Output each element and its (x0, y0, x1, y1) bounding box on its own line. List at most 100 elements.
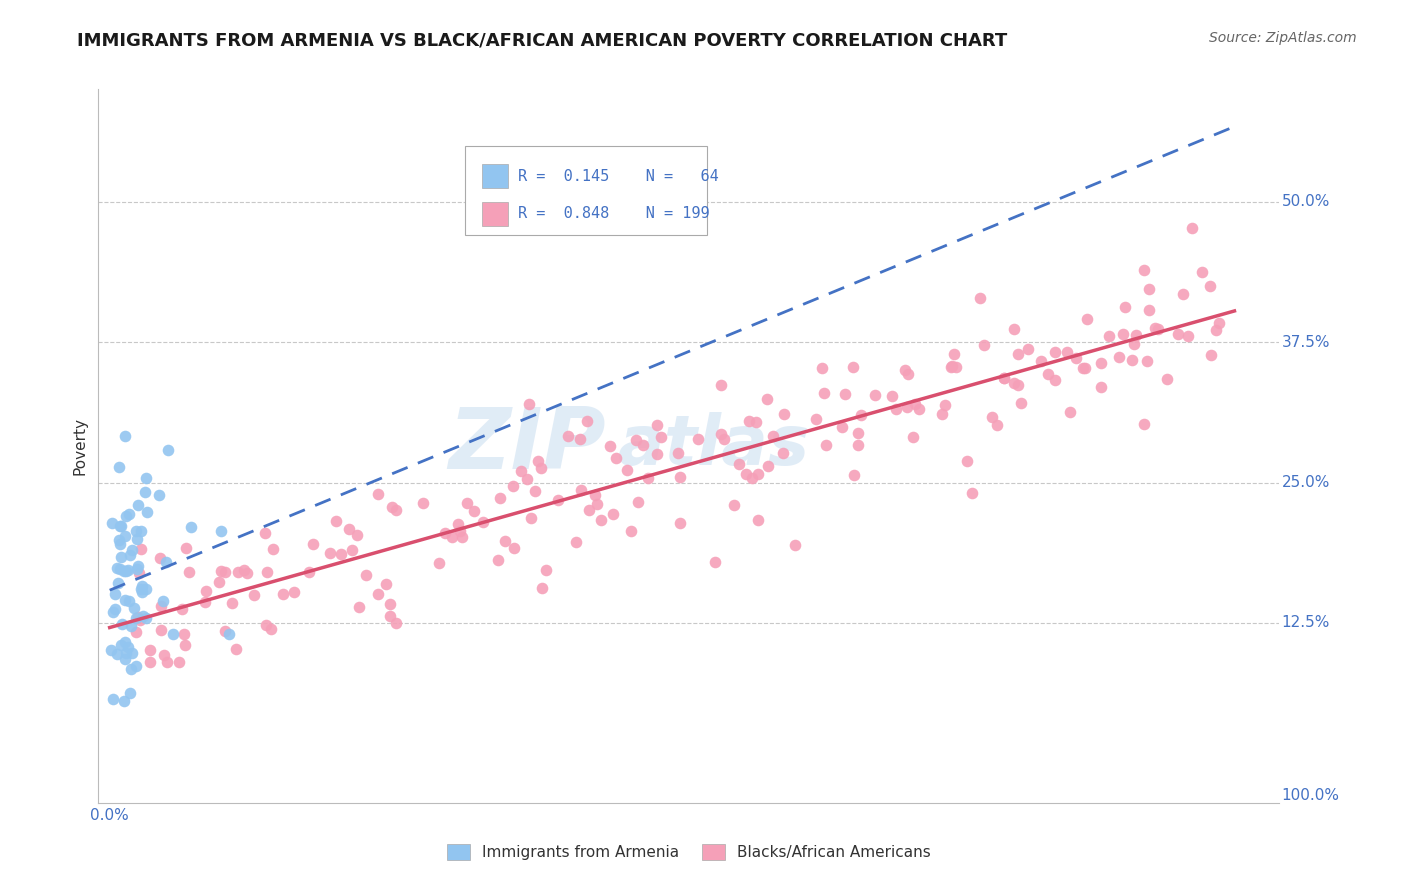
Point (602, 507, 624, 521)
Point (1010, 396, 1032, 410)
Point (842, 467, 865, 482)
Point (583, 487, 606, 501)
Point (1002, 321, 1025, 335)
Legend: Immigrants from Armenia, Blacks/African Americans: Immigrants from Armenia, Blacks/African … (441, 838, 936, 866)
Point (194, 583, 217, 598)
Point (117, 563, 139, 577)
Point (1029, 354, 1052, 368)
Point (155, 555, 177, 569)
Point (132, 609, 155, 624)
Point (105, 561, 128, 575)
Point (756, 459, 779, 474)
Point (1205, 324, 1227, 338)
Point (105, 647, 128, 661)
Point (941, 359, 963, 374)
Point (120, 618, 142, 632)
Point (1121, 352, 1143, 367)
Point (207, 575, 229, 590)
Point (174, 638, 197, 652)
Text: R =  0.848    N = 199: R = 0.848 N = 199 (517, 206, 709, 221)
Point (669, 516, 692, 531)
Text: ZIP: ZIP (449, 404, 606, 488)
Point (374, 577, 396, 591)
Point (110, 550, 132, 565)
Point (367, 587, 389, 601)
Text: atlas: atlas (619, 412, 810, 480)
Point (745, 415, 768, 429)
Point (233, 562, 256, 576)
Point (177, 565, 200, 579)
Point (931, 408, 953, 422)
Point (762, 428, 785, 442)
Point (1146, 322, 1168, 336)
Point (1199, 278, 1222, 293)
Point (747, 467, 769, 481)
Point (378, 608, 401, 623)
Point (121, 543, 143, 558)
Point (194, 595, 217, 609)
Point (124, 610, 146, 624)
Point (1137, 302, 1160, 317)
Point (135, 582, 157, 596)
Point (1112, 327, 1135, 342)
Point (127, 562, 149, 576)
Point (120, 548, 142, 562)
Point (214, 566, 236, 580)
Point (209, 564, 232, 578)
Point (101, 516, 124, 531)
Point (108, 533, 131, 547)
Point (502, 479, 524, 493)
Point (128, 566, 150, 581)
Point (576, 414, 599, 428)
Point (1108, 351, 1130, 365)
Point (117, 640, 139, 655)
Point (591, 513, 613, 527)
Point (139, 655, 162, 669)
Point (433, 525, 456, 540)
Point (1181, 220, 1204, 235)
Point (214, 624, 236, 638)
Point (114, 651, 136, 665)
Point (880, 389, 903, 403)
Point (298, 566, 321, 580)
Point (1177, 328, 1199, 343)
Point (108, 561, 131, 575)
Point (945, 360, 967, 375)
Point (172, 602, 194, 616)
Point (127, 498, 149, 512)
Point (225, 641, 247, 656)
Point (956, 454, 979, 468)
Point (741, 471, 763, 485)
Point (1133, 263, 1156, 277)
Point (449, 524, 471, 538)
Point (381, 500, 404, 514)
Point (110, 537, 132, 551)
Point (1002, 376, 1025, 390)
Point (108, 460, 131, 475)
Point (605, 450, 627, 465)
Point (1208, 316, 1230, 330)
Point (520, 511, 543, 525)
Point (734, 467, 756, 482)
Y-axis label: Poverty: Poverty (72, 417, 87, 475)
Point (118, 686, 141, 700)
Point (136, 505, 159, 519)
Point (114, 593, 136, 607)
Point (446, 516, 468, 531)
Point (156, 655, 179, 669)
Point (120, 662, 142, 676)
Point (114, 635, 136, 649)
Point (897, 367, 920, 381)
Point (101, 691, 124, 706)
Point (125, 524, 148, 538)
Point (340, 543, 363, 558)
Point (131, 579, 153, 593)
Point (127, 533, 149, 547)
FancyBboxPatch shape (482, 164, 508, 188)
Point (127, 559, 149, 574)
Point (121, 646, 143, 660)
Point (713, 432, 735, 446)
Point (346, 528, 368, 542)
Point (148, 488, 170, 502)
Point (367, 487, 389, 501)
